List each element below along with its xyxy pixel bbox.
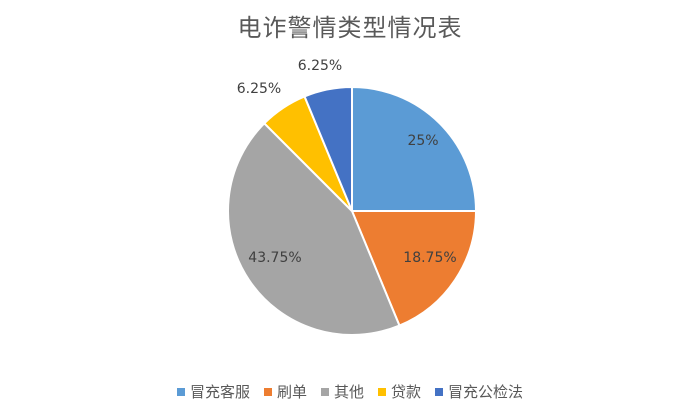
- legend-label-3: 贷款: [391, 383, 422, 401]
- legend-item-4: 冒充公检法: [435, 381, 523, 402]
- chart-title: 电诈警情类型情况表: [237, 14, 463, 42]
- data-label-2: 43.75%: [248, 250, 301, 266]
- pie-slice-2: [227, 121, 401, 336]
- legend-swatch-1: [263, 387, 272, 396]
- data-label-3: 6.25%: [237, 81, 281, 97]
- pie-slice-4: [303, 85, 353, 212]
- legend-label-1: 刷单: [276, 383, 307, 401]
- pie-slice-1: [350, 210, 478, 327]
- legend-item-2: 其他: [320, 381, 364, 402]
- legend-label-0: 冒充客服: [189, 383, 250, 401]
- pie-chart: 25% 18.75% 43.75% 6.25% 6.25%: [227, 58, 478, 336]
- legend-swatch-4: [435, 387, 444, 396]
- data-label-4: 6.25%: [298, 58, 342, 74]
- chart-legend: 冒充客服 刷单 其他 贷款 冒充公检法: [0, 381, 700, 402]
- legend-swatch-3: [378, 387, 386, 396]
- pie-slice-0: [351, 85, 478, 212]
- legend-label-4: 冒充公检法: [448, 383, 524, 401]
- legend-swatch-0: [176, 387, 185, 396]
- legend-label-2: 其他: [333, 383, 364, 401]
- legend-item-1: 刷单: [263, 381, 307, 402]
- data-label-0: 25%: [407, 133, 438, 149]
- legend-item-3: 贷款: [378, 381, 421, 402]
- legend-swatch-2: [320, 387, 329, 396]
- legend-item-0: 冒充客服: [176, 381, 250, 402]
- data-label-1: 18.75%: [403, 250, 456, 266]
